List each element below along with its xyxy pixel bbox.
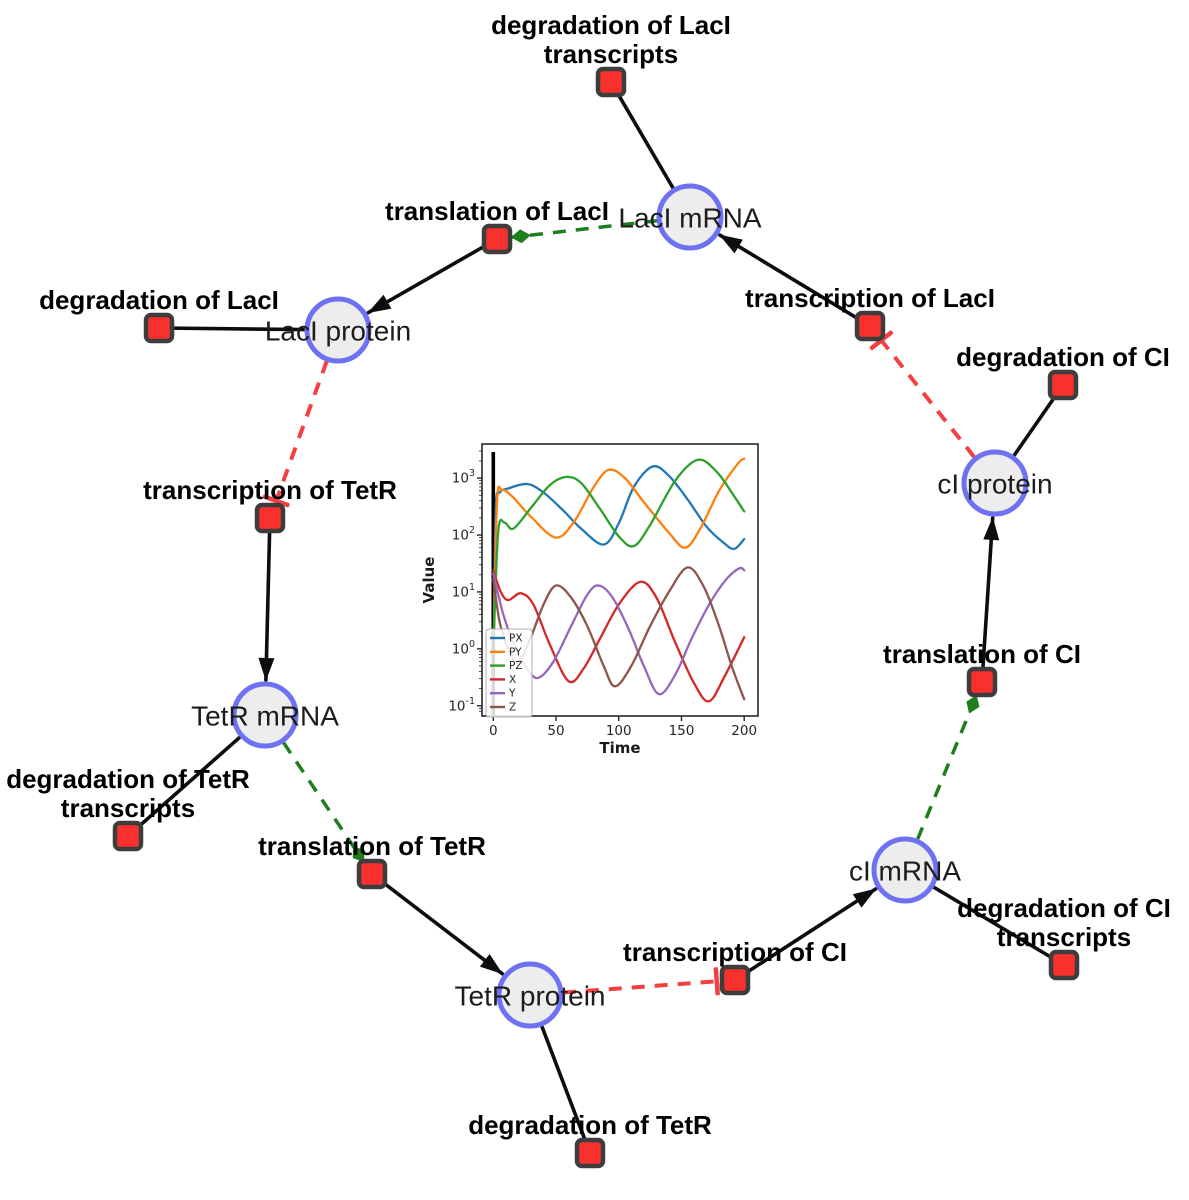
x-tick-label-150: 150	[669, 723, 695, 739]
species-label-laci-mrna: LacI mRNA	[618, 203, 761, 234]
species-node-laci-mrna[interactable]	[656, 183, 724, 251]
reaction-label-transl-ci: translation of CI	[883, 639, 1081, 669]
reaction-node-transl-tetr[interactable]	[356, 858, 388, 890]
chart-frame	[481, 443, 759, 717]
reaction-node-deg-ci-tr[interactable]	[1048, 949, 1080, 981]
inhibition-edge-tetr-protein-to-transc-ci	[562, 967, 720, 996]
chart-series-py	[492, 457, 746, 633]
reaction-label-deg-ci: degradation of CI	[956, 342, 1170, 372]
consumption-edge-laci-protein-to-deg-laci	[157, 326, 307, 332]
reaction-node-deg-ci[interactable]	[1047, 369, 1079, 401]
reaction-node-transc-tetr[interactable]	[254, 502, 286, 534]
reaction-label-deg-laci: degradation of LacI	[39, 285, 279, 315]
species-label-tetr-mrna: TetR mRNA	[191, 701, 339, 732]
production-arrow-transc-ci-to-ci-mrna	[744, 887, 878, 975]
reaction-label-transc-ci: transcription of CI	[623, 937, 847, 967]
reaction-label-deg-tetr: degradation of TetR	[468, 1110, 712, 1140]
legend-label-x: X	[509, 674, 516, 686]
x-tick-label-50: 50	[547, 723, 564, 739]
species-node-laci-protein[interactable]	[304, 296, 372, 364]
reaction-label-deg-laci-tr-line1: degradation of LacI	[491, 10, 731, 40]
legend-label-pz: PZ	[509, 660, 523, 672]
reaction-label-deg-tetr-tr-line1: degradation of TetR	[6, 764, 250, 794]
edges-layer	[126, 80, 1066, 1155]
reaction-label-transl-tetr: translation of TetR	[258, 831, 486, 861]
modifier-edge-laci-mrna-to-transl-laci	[510, 218, 658, 244]
consumption-edge-tetr-mrna-to-deg-tetr-tr	[126, 734, 243, 838]
production-arrow-transl-tetr-to-tetr-protein	[381, 880, 505, 976]
production-arrow-transc-laci-to-laci-mrna	[718, 233, 860, 321]
reaction-label-deg-ci-tr-line2: transcripts	[997, 922, 1131, 952]
legend-label-py: PY	[509, 646, 522, 658]
legend-label-y: Y	[508, 688, 516, 700]
legend-label-z: Z	[509, 702, 516, 714]
nodes-layer	[112, 66, 1080, 1169]
x-tick-label-100: 100	[606, 723, 632, 739]
x-axis-label: Time	[599, 739, 640, 757]
reaction-label-deg-ci-tr-line1: degradation of CI	[957, 893, 1171, 923]
reaction-node-transc-laci[interactable]	[854, 310, 886, 342]
y-tick-label-1e-1: 10-1	[448, 696, 475, 715]
species-node-ci-protein[interactable]	[961, 449, 1029, 517]
reaction-label-transl-laci: translation of LacI	[385, 196, 609, 226]
reaction-label-transc-laci: transcription of LacI	[745, 283, 995, 313]
modifier-edge-tetr-mrna-to-transl-tetr	[281, 741, 366, 863]
species-node-tetr-mrna[interactable]	[231, 681, 299, 749]
consumption-edge-tetr-protein-to-deg-tetr	[539, 1024, 592, 1155]
reaction-node-deg-laci-tr[interactable]	[595, 66, 627, 98]
reaction-node-deg-tetr[interactable]	[574, 1137, 606, 1169]
labels-layer: LacI mRNA LacI protein TetR mRNA TetR prote…	[6, 10, 1171, 1140]
y-axis-label: Value	[420, 557, 438, 604]
inhibition-edge-laci-protein-to-transc-tetr	[262, 360, 329, 508]
reaction-label-transc-tetr: transcription of TetR	[143, 475, 397, 505]
reaction-node-transl-ci[interactable]	[966, 666, 998, 698]
production-arrow-transl-ci-to-ci-protein	[981, 516, 1000, 670]
species-label-ci-mrna: cI mRNA	[849, 856, 961, 887]
reaction-node-transl-laci[interactable]	[481, 223, 513, 255]
species-label-laci-protein: LacI protein	[265, 316, 411, 347]
y-tick-label-1e2: 102	[452, 525, 475, 544]
modifier-edge-ci-mrna-to-transl-ci	[915, 694, 980, 841]
consumption-edge-laci-mrna-to-deg-laci-tr	[609, 80, 676, 191]
species-label-ci-protein: cI protein	[937, 469, 1052, 500]
y-tick-label-1e0: 100	[452, 639, 475, 658]
reaction-node-deg-tetr-tr[interactable]	[112, 820, 144, 852]
species-node-ci-mrna[interactable]	[871, 836, 939, 904]
reaction-node-deg-laci[interactable]	[143, 312, 175, 344]
production-arrow-transl-laci-to-laci-protein	[366, 244, 487, 315]
y-tick-label-1e3: 103	[452, 468, 475, 487]
legend-label-px: PX	[509, 633, 523, 645]
chart-series-pz	[492, 458, 746, 633]
chart-series-x	[492, 569, 746, 703]
x-tick-label-0: 0	[489, 723, 498, 739]
production-arrow-transc-tetr-to-tetr-mrna	[258, 530, 275, 682]
x-tick-label-200: 200	[731, 723, 757, 739]
reaction-label-deg-tetr-tr-line2: transcripts	[61, 793, 195, 823]
inhibition-edge-ci-protein-to-transc-laci	[869, 330, 976, 459]
inset-chart: 0 50 100 150 20010310210110010-1TimeValuePXP…	[420, 443, 759, 757]
reaction-node-transc-ci[interactable]	[719, 964, 751, 996]
species-label-tetr-protein: TetR protein	[455, 981, 606, 1012]
species-node-tetr-protein[interactable]	[496, 961, 564, 1029]
reaction-label-deg-laci-tr-line2: transcripts	[544, 39, 678, 69]
y-tick-label-1e1: 101	[452, 582, 475, 601]
consumption-edge-ci-mrna-to-deg-ci-tr	[931, 885, 1066, 967]
